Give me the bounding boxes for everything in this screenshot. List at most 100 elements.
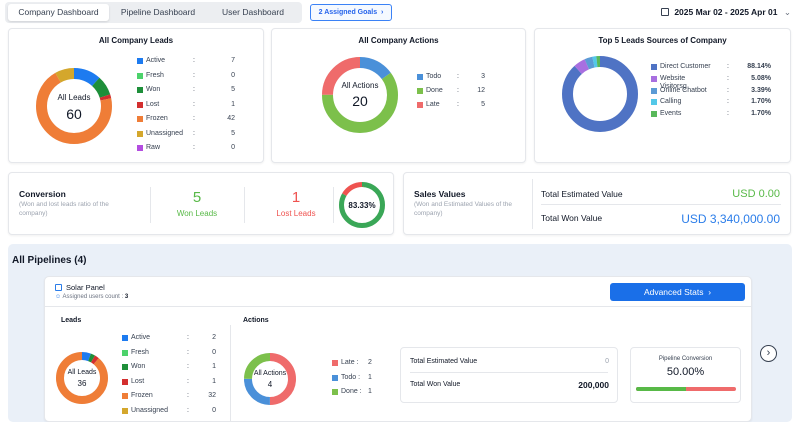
legend-swatch [417,88,423,94]
pipeline-header-divider [45,306,751,307]
legend-value: 1 [212,377,216,385]
users-icon: ☺ [55,294,62,300]
pipeline-won-label: Total Won Value [410,381,461,388]
lead-sources-title: Top 5 Leads Sources of Company [598,36,727,45]
legend-label: Todo : [341,373,361,381]
legend-swatch [122,407,128,414]
legend-swatch [651,75,657,82]
legend-swatch [137,101,143,108]
donut-segment-todo [244,353,296,405]
legend-value: 0 [212,406,216,414]
legend-label: Fresh [146,71,164,79]
assigned-users-count: 3 [124,294,129,300]
pipeline-leads-donut [56,352,108,404]
tab-user-dashboard[interactable]: User Dashboard [222,7,284,17]
pipeline-conversion-box: Pipeline Conversion 50.00% [630,347,741,403]
legend-separator: : [457,73,459,80]
legend-item-unassigned: Unassigned: 5 [137,130,235,140]
estimated-value-amount: USD 0.00 [732,188,780,200]
legend-label: Online Chatbot [660,86,707,94]
legend-separator: : [187,363,189,370]
pipeline-name: Solar Panel [66,283,105,292]
assigned-users-label: Assigned users count : [62,294,124,300]
pipeline-actions-donut [244,353,296,405]
dashboard-tabs: Company Dashboard Pipeline Dashboard Use… [5,2,302,23]
donut-segment-unassigned [36,68,112,144]
donut-segment-done [322,57,398,133]
pipeline-actions-center-label: All Actions [253,370,287,377]
conversion-title: Conversion [19,189,66,199]
date-range-picker[interactable]: 2025 Mar 02 - 2025 Apr 01 ⌄ [660,7,791,18]
legend-separator: : [193,129,195,137]
legend-value: 2 [368,359,372,366]
legend-value: 2 [212,334,216,341]
pipeline-leads-center-label: All Leads [67,369,97,376]
conversion-divider [150,187,151,223]
legend-separator: : [187,406,189,414]
company-leads-title: All Company Leads [98,36,174,45]
legend-value: 7 [231,57,235,64]
assigned-goals-label: 2 Assigned Goals [318,9,378,16]
legend-swatch [651,99,657,106]
legend-item-events: Events: 1.70% [651,110,771,120]
legend-value: 1.70% [751,110,771,118]
legend-separator: : [187,348,189,356]
company-actions-center-value: 20 [352,93,368,109]
advanced-stats-button[interactable]: Advanced Stats › [610,283,745,301]
company-leads-donut [36,68,112,144]
pipeline-actions-center-value: 4 [267,380,273,389]
legend-value: 1 [368,373,372,381]
legend-value: 1 [368,388,372,395]
legend-value: 5 [231,86,235,93]
legend-label: Lost [131,377,145,385]
lost-leads-value: 1 [291,189,301,206]
legend-label: Won [131,363,146,370]
won-leads-value: 5 [192,189,202,206]
donut-segment-late [322,57,398,133]
company-actions-card: All Company Actions All Actions 20 Todo:… [271,28,526,163]
conversion-divider-3 [333,187,334,223]
company-actions-center-label: All Actions [341,81,379,90]
pipeline-conversion-label: Pipeline Conversion [658,356,713,362]
legend-item-done: Done : 1 [332,388,377,398]
legend-value: 0 [231,71,235,79]
legend-item-late: Late: 5 [417,101,485,111]
legend-item-raw: Raw: 0 [137,144,235,154]
legend-label: Events [660,110,682,118]
assigned-goals-button[interactable]: 2 Assigned Goals › [310,4,392,21]
legend-value: 5 [481,101,485,108]
conversion-divider-2 [244,187,245,223]
legend-separator: : [193,100,195,108]
legend-value: 32 [208,392,216,399]
legend-separator: : [193,86,195,93]
advanced-stats-label: Advanced Stats [643,287,704,297]
all-pipelines-heading: All Pipelines (4) [12,255,87,266]
legend-item-frozen: Frozen: 42 [137,115,235,125]
legend-separator: : [193,144,195,151]
pipeline-conversion-value: 50.00% [666,366,705,378]
legend-swatch [332,374,338,381]
won-leads-label: Won Leads [176,209,218,218]
tab-pipeline-dashboard[interactable]: Pipeline Dashboard [120,7,196,17]
legend-separator: : [187,392,189,399]
legend-separator: : [727,98,729,106]
pipeline-values-box: Total Estimated Value 0 Total Won Value … [400,347,618,403]
tab-company-dashboard[interactable]: Company Dashboard [8,4,109,21]
donut-segment-done [244,353,296,405]
legend-value: 3 [481,73,485,80]
legend-value: 0 [212,348,216,356]
pipeline-estimated-label: Total Estimated Value [410,358,478,365]
legend-separator: : [187,377,189,385]
lead-sources-donut [562,56,638,132]
pipeline-actions-title: Actions [243,317,269,324]
pipeline-conversion-bar-fill [636,387,686,391]
pipeline-icon [55,284,62,291]
legend-label: Active [146,57,166,64]
legend-value: 42 [227,115,235,122]
legend-item-direct-customer: Direct Customer: 88.14% [651,63,771,73]
legend-label: Done [426,87,443,94]
legend-item-website-visitorsg: Website Visitorsg: 5.08% [651,75,771,90]
legend-value: 0 [231,144,235,151]
legend-separator: : [193,57,195,64]
next-pipeline-button[interactable]: › [760,345,777,362]
